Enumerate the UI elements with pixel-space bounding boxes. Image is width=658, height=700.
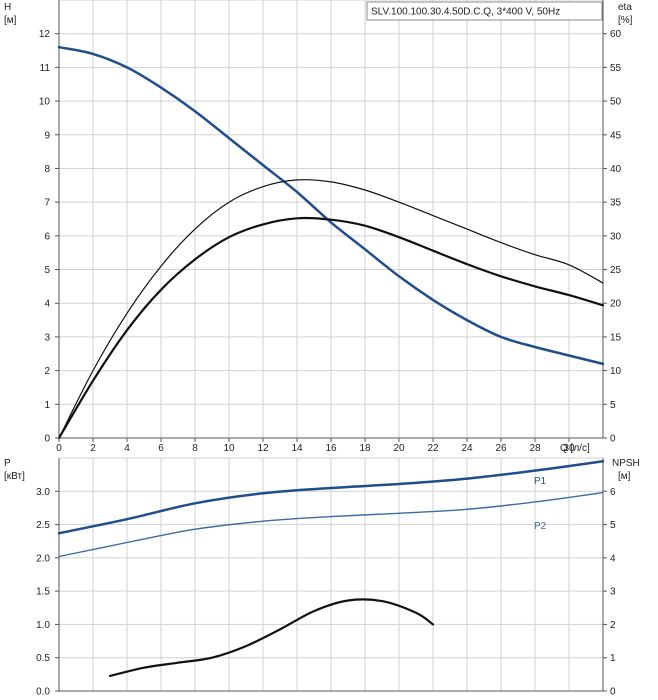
top-x-tick-label: 30 <box>563 443 575 454</box>
top-left-tick-label: 2 <box>44 366 50 377</box>
top-x-tick-label: 18 <box>359 443 371 454</box>
top-right-tick-label: 55 <box>610 63 622 74</box>
top-x-tick-label: 22 <box>427 443 439 454</box>
top-left-tick-label: 5 <box>44 265 50 276</box>
top-right-tick-label: 35 <box>610 198 622 209</box>
bottom-right-tick-label: 1 <box>610 653 616 664</box>
top-x-tick-label: 12 <box>257 443 269 454</box>
bottom-right-tick-label: 2 <box>610 620 616 631</box>
top-x-tick-label: 20 <box>393 443 405 454</box>
top-right-tick-label: 15 <box>610 332 622 343</box>
top-left-tick-label: 1 <box>44 400 50 411</box>
top-left-tick-label: 4 <box>44 299 50 310</box>
top-right-tick-label: 40 <box>610 164 622 175</box>
npsh-axis-title: NPSH <box>612 458 640 469</box>
top-x-tick-label: 16 <box>325 443 337 454</box>
bottom-right-tick-label: 4 <box>610 553 616 564</box>
bottom-right-tick-label: 5 <box>610 520 616 531</box>
top-left-tick-label: 9 <box>44 130 50 141</box>
bottom-series-0-line <box>57 460 605 535</box>
top-right-tick-label: 30 <box>610 231 622 242</box>
bottom-series-2-line <box>108 598 435 678</box>
top-series-1-line <box>58 179 604 439</box>
eta-axis-unit: [%] <box>618 15 633 26</box>
bottom-right-tick-label: 3 <box>610 587 616 598</box>
top-x-tick-label: 28 <box>529 443 541 454</box>
series-label-p1: P1 <box>534 476 547 487</box>
bottom-left-tick-label: 3.0 <box>36 487 50 498</box>
top-left-tick-label: 8 <box>44 164 50 175</box>
top-right-tick-label: 25 <box>610 265 622 276</box>
top-right-tick-label: 50 <box>610 97 622 108</box>
top-left-tick-label: 10 <box>39 97 51 108</box>
top-series-2-line <box>57 216 605 440</box>
top-x-tick-label: 14 <box>291 443 303 454</box>
bottom-series <box>57 460 605 678</box>
top-left-tick-label: 0 <box>44 434 50 445</box>
npsh-axis-unit: [м] <box>618 471 631 482</box>
top-x-tick-label: 6 <box>158 443 164 454</box>
top-right-tick-label: 20 <box>610 299 622 310</box>
title-box <box>366 1 603 21</box>
top-left-tick-label: 11 <box>40 63 51 74</box>
top-right-tick-label: 0 <box>610 434 616 445</box>
bottom-right-tick-label: 0 <box>610 687 616 698</box>
top-right-tick-label: 10 <box>610 366 622 377</box>
top-right-tick-label: 60 <box>610 29 622 40</box>
bottom-left-tick-label: 0.0 <box>36 687 50 698</box>
bottom-series-1-line <box>58 491 604 558</box>
bottom-left-tick-label: 1.5 <box>36 587 50 598</box>
top-left-tick-label: 12 <box>39 29 51 40</box>
series-label-p2: P2 <box>534 521 547 532</box>
top-series-0-line <box>57 45 605 366</box>
top-tick-labels: 0123456789101112051015202530354045505560… <box>39 29 622 454</box>
q-axis-title: Q [л/с] <box>560 443 590 454</box>
top-x-tick-label: 0 <box>56 443 62 454</box>
bottom-left-tick-label: 2.5 <box>36 520 50 531</box>
top-x-tick-label: 26 <box>495 443 507 454</box>
p-axis-unit: [кВт] <box>4 471 25 482</box>
bottom-left-tick-label: 0.5 <box>36 653 50 664</box>
top-left-tick-label: 3 <box>44 332 50 343</box>
bottom-left-tick-label: 1.0 <box>36 620 50 631</box>
p-axis-title: P <box>4 458 11 469</box>
bottom-tick-labels: 0.0 0.5 1.0 1.5 2.0 2.5 3.0 0 1 2 3 4 5 6 <box>36 487 616 698</box>
chart-title: SLV.100.100.30.4.50D.C.Q, 3*400 V, 50Hz <box>371 7 560 18</box>
bottom-left-tick-label: 2.0 <box>36 553 50 564</box>
bottom-right-tick-label: 6 <box>610 487 616 498</box>
top-x-tick-label: 4 <box>124 443 130 454</box>
top-right-tick-label: 5 <box>610 400 616 411</box>
top-x-tick-label: 24 <box>461 443 473 454</box>
top-right-tick-label: 45 <box>610 130 622 141</box>
top-left-tick-label: 6 <box>44 231 50 242</box>
h-axis-title: H <box>4 2 11 13</box>
top-series <box>57 45 605 440</box>
h-axis-unit: [м] <box>4 15 17 26</box>
top-left-tick-label: 7 <box>44 198 50 209</box>
top-x-tick-label: 10 <box>223 443 235 454</box>
top-x-tick-label: 8 <box>192 443 198 454</box>
eta-axis-title: eta <box>618 2 632 13</box>
top-x-tick-label: 2 <box>90 443 96 454</box>
